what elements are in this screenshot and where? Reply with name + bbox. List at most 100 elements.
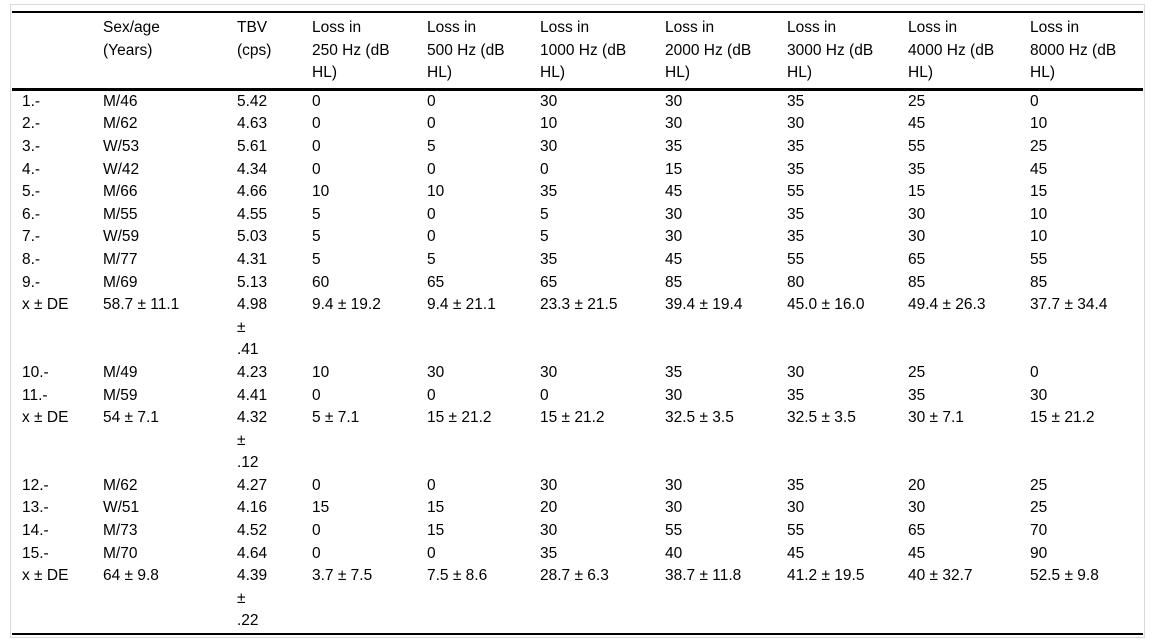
table-cell: 10 xyxy=(1030,205,1048,223)
table-cell: 35 xyxy=(908,160,926,178)
table-row: 8.- M/77 4.31 5 5 35 45 55 65 55 xyxy=(12,249,1143,272)
table-cell: 0 xyxy=(427,160,436,178)
table-cell: 35 xyxy=(665,137,683,155)
table-cell: 15 ± 21.2 xyxy=(1030,409,1095,427)
table-cell: 0 xyxy=(312,522,321,540)
table-cell: 0 xyxy=(427,228,436,246)
table-cell: 0 xyxy=(540,160,549,178)
table-cell: 30 xyxy=(427,363,445,381)
table-cell: 45 xyxy=(908,115,926,133)
table-row: 11.- M/59 4.41 0 0 0 30 35 35 30 xyxy=(12,385,1143,408)
row-label-cell: 3.- xyxy=(22,137,41,155)
table-cell: 0 xyxy=(427,205,436,223)
table-cell: 30 xyxy=(665,386,683,404)
table-cell: 4.23 xyxy=(237,363,268,381)
table-cell: 5 xyxy=(540,228,549,246)
table-cell: 30 xyxy=(908,205,926,223)
row-label-cell: 12.- xyxy=(22,476,49,494)
table-cell: 80 xyxy=(787,273,805,291)
table-cell: 30 ± 7.1 xyxy=(908,409,964,427)
table-cell: 35 xyxy=(540,250,558,268)
table-cell: 4.55 xyxy=(237,205,268,223)
table-cell: 35 xyxy=(787,137,805,155)
table-cell: 10 xyxy=(1030,115,1048,133)
table-cell: 30 xyxy=(665,476,683,494)
table-cell: 70 xyxy=(1030,522,1048,540)
table-cell: 52.5 ± 9.8 xyxy=(1030,567,1099,585)
column-header: TBV (cps) xyxy=(237,12,312,91)
table-cell: 0 xyxy=(312,92,321,110)
table-cell: 0 xyxy=(312,115,321,133)
column-header: Loss in 2000 Hz (dB HL) xyxy=(665,12,787,91)
table-cell: 49.4 ± 26.3 xyxy=(908,296,986,314)
table-cell: 0 xyxy=(427,92,436,110)
table-cell: 35 xyxy=(787,386,805,404)
table-cell: 15 xyxy=(427,522,445,540)
table-cell: 32.5 ± 3.5 xyxy=(787,409,856,427)
table-cell: 5 xyxy=(312,205,321,223)
table-cell: 35 xyxy=(787,160,805,178)
table-cell: 30 xyxy=(1030,386,1048,404)
table-cell: 55 xyxy=(665,522,683,540)
table-cell: 32.5 ± 3.5 xyxy=(665,409,734,427)
table-cell: M/66 xyxy=(103,183,138,201)
table-cell: 5.61 xyxy=(237,137,268,155)
table-cell: 64 ± 9.8 xyxy=(103,567,159,585)
table-cell: 65 xyxy=(540,273,558,291)
table-cell: 35 xyxy=(540,544,558,562)
table-cell: 5 xyxy=(540,205,549,223)
column-header: Loss in 8000 Hz (dB HL) xyxy=(1030,12,1143,91)
table-cell: 5 xyxy=(312,228,321,246)
table-cell: 10 xyxy=(427,183,445,201)
table-cell: 45 xyxy=(1030,160,1048,178)
column-header: Loss in 500 Hz (dB HL) xyxy=(427,12,540,91)
table-cell: 30 xyxy=(665,92,683,110)
row-label-cell: 9.- xyxy=(22,273,41,291)
table-body: 1.- M/46 5.42 0 0 30 30 35 25 0 2.- M/62 4.63 0 0 10 30 3… xyxy=(12,89,1143,634)
table-cell: 40 xyxy=(665,544,683,562)
table-cell: 10 xyxy=(312,363,330,381)
table-cell: 10 xyxy=(312,183,330,201)
column-header: Sex/age (Years) xyxy=(103,12,237,91)
table-cell: 41.2 ± 19.5 xyxy=(787,567,865,585)
table-cell: 0 xyxy=(427,544,436,562)
row-label-cell: x ± DE xyxy=(22,567,69,585)
table-cell: 28.7 ± 6.3 xyxy=(540,567,609,585)
row-label-cell: 15.- xyxy=(22,544,49,562)
table-cell: 55 xyxy=(1030,250,1048,268)
table-cell: 38.7 ± 11.8 xyxy=(665,567,742,585)
table-cell: 0 xyxy=(1030,363,1039,381)
table-cell: 40 ± 32.7 xyxy=(908,567,973,585)
column-header xyxy=(12,12,103,91)
table-cell: 60 xyxy=(312,273,330,291)
table-cell: 9.4 ± 21.1 xyxy=(427,296,496,314)
table-cell: 4.39 ± .22 xyxy=(237,567,268,630)
table-cell: 5.13 xyxy=(237,273,268,291)
table-cell: 20 xyxy=(908,476,926,494)
table-cell: 30 xyxy=(787,363,805,381)
table-frame: Sex/age (Years) TBV (cps) Loss in 250 Hz (… xyxy=(10,4,1145,638)
table-row: 12.- M/62 4.27 0 0 30 30 35 20 25 xyxy=(12,475,1143,498)
table-cell: 35 xyxy=(665,363,683,381)
table-cell: 0 xyxy=(312,476,321,494)
table-cell: 15 xyxy=(1030,183,1048,201)
table-cell: M/69 xyxy=(103,273,138,291)
row-label-cell: 7.- xyxy=(22,228,41,246)
row-label-cell: x ± DE xyxy=(22,296,69,314)
table-cell: 85 xyxy=(665,273,683,291)
table-cell: 30 xyxy=(540,363,558,381)
stats-row: x ± DE 64 ± 9.8 4.39 ± .22 3.7 ± 7.5 7.5 ± 8… xyxy=(12,565,1143,634)
table-cell: 35 xyxy=(540,183,558,201)
table-cell: 35 xyxy=(787,228,805,246)
table-cell: 5.42 xyxy=(237,92,268,110)
table-cell: 0 xyxy=(427,476,436,494)
table-cell: 30 xyxy=(908,228,926,246)
table-cell: 4.32 ± .12 xyxy=(237,409,268,472)
table-cell: 15 xyxy=(312,499,330,517)
row-label-cell: 4.- xyxy=(22,160,41,178)
row-label-cell: 2.- xyxy=(22,115,41,133)
table-cell: 45 xyxy=(787,544,805,562)
table-cell: 30 xyxy=(665,228,683,246)
table-cell: 39.4 ± 19.4 xyxy=(665,296,743,314)
table-cell: 55 xyxy=(908,137,926,155)
